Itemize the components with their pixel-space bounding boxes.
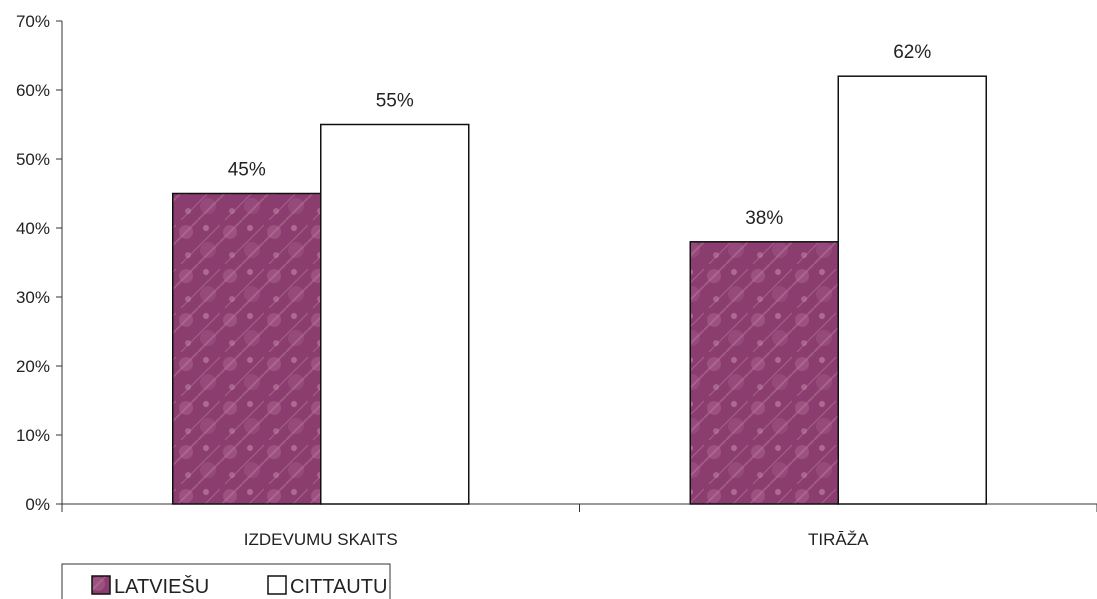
y-tick-label: 40% <box>16 219 50 238</box>
bar <box>320 123 470 505</box>
y-tick-label: 10% <box>16 426 50 445</box>
legend-label: LATVIEŠU <box>114 575 209 598</box>
legend-swatch <box>91 575 111 595</box>
y-tick-label: 60% <box>16 81 50 100</box>
bar <box>837 75 987 505</box>
labels: 45% 55% IZDEVUMU SKAITS 38% 62% TIRĀŽA <box>228 42 932 549</box>
bar <box>689 241 839 505</box>
legend-label: CITTAUTU <box>290 576 387 598</box>
legend: LATVIEŠU CITTAUTU <box>61 563 391 599</box>
y-tick-label: 20% <box>16 357 50 376</box>
data-label: 55% <box>376 91 414 112</box>
y-tick-label: 50% <box>16 150 50 169</box>
bar <box>172 192 322 505</box>
y-tick-label: 70% <box>16 12 50 31</box>
data-label: 38% <box>745 208 783 229</box>
x-category-label: TIRĀŽA <box>808 530 869 549</box>
data-label: 45% <box>228 160 266 181</box>
bars <box>172 75 987 505</box>
legend-swatch <box>267 575 287 595</box>
x-category-label: IZDEVUMU SKAITS <box>244 530 398 549</box>
y-tick-label: 30% <box>16 288 50 307</box>
legend-box <box>61 563 391 599</box>
y-tick-label: 0% <box>25 495 50 514</box>
data-label: 62% <box>893 42 931 63</box>
